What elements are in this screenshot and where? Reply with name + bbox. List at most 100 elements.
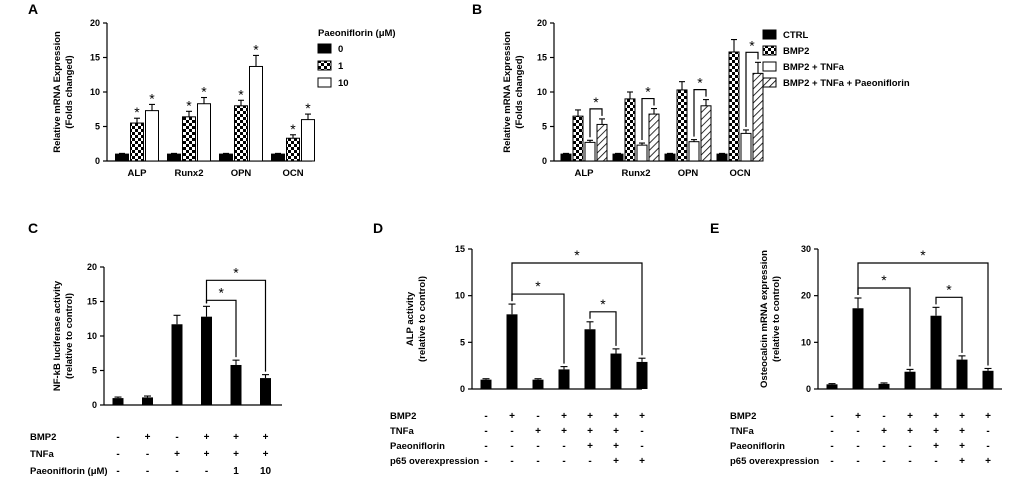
y-axis-label: NF-kB luciferase activity (relative to co…	[52, 280, 75, 391]
panel-letter: C	[28, 220, 38, 236]
condition-mark: -	[510, 441, 513, 452]
bar-opn-bmp2-tnfa-paeoniflorin	[700, 105, 712, 162]
condition-mark: +	[613, 441, 619, 452]
y-axis-label-line1: ALP activity	[405, 291, 416, 346]
y-tick-label: 10	[87, 331, 97, 341]
significance-star: *	[238, 86, 244, 102]
bar-2	[142, 397, 153, 405]
bar-alp-bmp2-tnfa-paeoniflorin	[596, 123, 608, 162]
bar-5	[584, 329, 596, 389]
y-tick-label: 20	[801, 291, 811, 301]
y-tick-label: 10	[90, 87, 100, 97]
legend-swatch	[762, 45, 777, 56]
y-tick-label: 0	[542, 156, 547, 166]
legend-title: Paeoniflorin (μM)	[318, 28, 396, 39]
bar-alp-1	[130, 122, 144, 162]
condition-mark: -	[205, 466, 208, 477]
bar-4	[558, 369, 570, 389]
condition-mark: -	[830, 411, 833, 422]
bar-4	[201, 316, 212, 405]
significance-star: *	[290, 121, 296, 137]
panel-D: D 0 5 10 15 ALP activity (relative to control)…	[373, 220, 648, 467]
y-tick-label: 0	[806, 384, 811, 394]
condition-mark: +	[204, 432, 210, 443]
condition-mark: +	[639, 456, 645, 467]
panel-letter: E	[710, 220, 719, 236]
bar-alp-bmp2-tnfa	[584, 141, 596, 162]
bar-6	[956, 359, 968, 389]
legend-entry: 10	[338, 78, 349, 89]
condition-label: TNFa	[390, 426, 414, 437]
condition-mark: +	[613, 426, 619, 437]
bar-1	[480, 379, 492, 389]
condition-mark: -	[510, 456, 513, 467]
significance-star: *	[253, 41, 259, 57]
category-label: OPN	[678, 168, 699, 179]
bar-alp-10	[145, 110, 159, 162]
y-tick-label: 15	[537, 53, 547, 63]
condition-mark: -	[908, 456, 911, 467]
condition-mark: +	[535, 426, 541, 437]
y-tick-label: 10	[801, 337, 811, 347]
condition-mark: -	[986, 441, 989, 452]
y-tick-label: 30	[801, 244, 811, 254]
y-tick-label: 15	[455, 244, 465, 254]
y-axis-label-line1: Relative mRNA Expression	[502, 31, 513, 153]
condition-mark: +	[907, 411, 913, 422]
significance-bracket	[205, 279, 267, 372]
significance-star: *	[749, 37, 755, 53]
condition-mark: +	[509, 411, 515, 422]
bar-1	[112, 398, 124, 405]
significance-bracket	[745, 51, 759, 127]
legend: Paeoniflorin (μM) 0 1 10	[317, 28, 396, 89]
y-tick-label: 20	[90, 18, 100, 28]
condition-mark: +	[959, 456, 965, 467]
condition-mark: +	[561, 411, 567, 422]
bar-opn-bmp2	[676, 89, 688, 162]
bar-opn-10	[249, 65, 263, 162]
y-tick-label: 0	[92, 400, 97, 410]
legend-entry: 0	[338, 44, 343, 55]
condition-mark: -	[116, 432, 119, 443]
panel-C: C 0 5 10 15 20 NF-kB luciferase activity (relat…	[28, 220, 282, 477]
condition-mark: -	[640, 441, 643, 452]
panel-E: E 0 10 20 30 Osteocalcin mRNA expression (rela…	[710, 220, 1002, 467]
condition-mark: -	[484, 426, 487, 437]
condition-mark: +	[204, 449, 210, 460]
bar-ocn-1	[286, 137, 300, 162]
bar-6	[260, 378, 271, 405]
significance-bracket	[693, 88, 707, 137]
significance-star: *	[535, 278, 541, 294]
bar-5	[230, 364, 242, 405]
y-axis-label: Osteocalcin mRNA expression (relative to …	[759, 250, 782, 388]
y-tick-label: 15	[87, 297, 97, 307]
y-axis-label-line2: (relative to control)	[64, 293, 75, 379]
significance-star: *	[645, 84, 651, 100]
y-axis-label: Relative mRNA Expression (Folds changed)	[502, 31, 525, 153]
legend-swatch	[317, 60, 332, 71]
bar-opn-bmp2-tnfa	[688, 141, 700, 162]
y-tick-label: 5	[92, 366, 97, 376]
significance-star: *	[593, 94, 599, 110]
bar-alp-ctrl	[560, 153, 572, 162]
condition-mark: +	[933, 426, 939, 437]
condition-mark: +	[233, 449, 239, 460]
condition-mark: +	[985, 411, 991, 422]
condition-mark: +	[959, 441, 965, 452]
legend-swatch	[317, 43, 332, 54]
condition-mark: -	[510, 426, 513, 437]
y-axis-label-line2: (relative to control)	[417, 276, 428, 362]
category-label: OCN	[729, 168, 750, 179]
y-tick-label: 0	[95, 156, 100, 166]
condition-mark: -	[146, 449, 149, 460]
y-axis-label: Relative mRNA Expression (Folds changed)	[52, 31, 75, 153]
condition-label: p65 overexpression	[390, 456, 479, 467]
significance-star: *	[186, 97, 192, 113]
significance-star: *	[233, 264, 239, 280]
category-label: OPN	[231, 168, 252, 179]
condition-mark: +	[233, 432, 239, 443]
condition-mark: -	[856, 456, 859, 467]
y-tick-label: 5	[460, 337, 465, 347]
legend: CTRL BMP2 BMP2 + TNFa BMP2 + TNFa + Paeonif…	[762, 29, 910, 89]
y-tick-label: 5	[95, 122, 100, 132]
